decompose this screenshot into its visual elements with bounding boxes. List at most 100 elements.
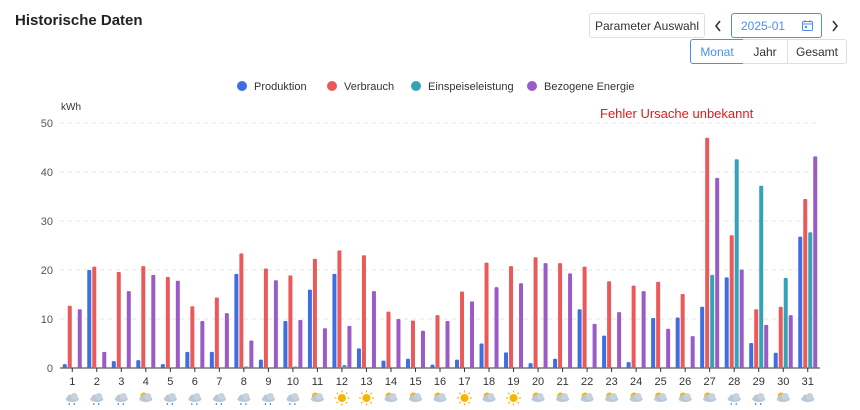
x-tick-label: 15 [409, 376, 421, 388]
x-tick-label: 22 [581, 376, 593, 388]
legend-label: Einspeiseleistung [428, 81, 514, 93]
sun-cloud-icon [531, 392, 545, 402]
bar-bezogene-energie [126, 291, 131, 368]
cloud-rain-icon [114, 393, 128, 405]
bar-verbrauch [214, 297, 219, 368]
bar-bezogene-energie [690, 336, 695, 368]
bar-produktion [430, 364, 435, 368]
chevron-right-icon[interactable] [827, 13, 843, 38]
sun-cloud-icon [310, 392, 324, 402]
bar-verbrauch [435, 315, 440, 368]
sun-cloud-icon [678, 392, 692, 402]
bar-bezogene-energie [617, 312, 622, 368]
bar-bezogene-energie [298, 319, 303, 368]
month-date-picker[interactable]: 2025-01 [731, 13, 822, 38]
bar-bezogene-energie [77, 309, 82, 368]
bar-verbrauch [754, 309, 759, 368]
bar-bezogene-energie [347, 325, 352, 368]
cloud-rain-icon [237, 393, 251, 405]
sun-cloud-icon [654, 392, 668, 402]
x-tick-label: 18 [483, 376, 495, 388]
bar-verbrauch [803, 198, 808, 368]
bar-bezogene-energie [396, 319, 401, 368]
bar-produktion [405, 358, 410, 368]
x-tick-label: 5 [167, 376, 173, 388]
x-tick-label: 25 [655, 376, 667, 388]
date-value: 2025-01 [741, 19, 786, 33]
bar-verbrauch [92, 266, 97, 368]
bar-verbrauch [509, 266, 514, 368]
bar-einspeiseleistung [734, 159, 739, 368]
bar-verbrauch [67, 305, 72, 368]
bar-verbrauch [141, 266, 146, 368]
bar-bezogene-energie [739, 269, 744, 368]
bar-verbrauch [533, 257, 538, 368]
parameter-select-button[interactable]: Parameter Auswahl [589, 13, 705, 38]
y-tick-label: 0 [47, 363, 53, 375]
bar-bezogene-energie [788, 315, 793, 368]
bar-verbrauch [190, 306, 195, 368]
tab-jahr[interactable]: Jahr [743, 39, 788, 64]
x-tick-label: 20 [532, 376, 544, 388]
bar-verbrauch [288, 275, 293, 368]
bar-produktion [577, 309, 582, 368]
x-tick-label: 17 [458, 376, 470, 388]
chevron-left-icon[interactable] [710, 13, 726, 38]
bar-bezogene-energie [175, 280, 180, 368]
sun-icon [457, 390, 473, 406]
bar-verbrauch [239, 253, 244, 368]
x-tick-label: 16 [434, 376, 446, 388]
cloud-rain-icon [65, 393, 79, 405]
bar-verbrauch [116, 271, 121, 368]
bar-verbrauch [778, 306, 783, 368]
tab-gesamt[interactable]: Gesamt [787, 39, 847, 64]
x-tick-label: 27 [704, 376, 716, 388]
cloud-icon [801, 393, 815, 402]
bar-bezogene-energie [224, 313, 229, 368]
bar-bezogene-energie [494, 287, 499, 368]
bar-produktion [553, 358, 558, 368]
x-tick-label: 13 [360, 376, 372, 388]
sun-cloud-icon [629, 392, 643, 402]
cloud-rain-icon [212, 393, 226, 405]
x-tick-label: 9 [265, 376, 271, 388]
legend-marker [327, 81, 337, 91]
tab-monat[interactable]: Monat [690, 39, 744, 64]
legend-marker [237, 81, 247, 91]
legend-label: Verbrauch [344, 81, 394, 93]
bar-bezogene-energie [764, 324, 769, 368]
bar-bezogene-energie [715, 177, 720, 368]
sun-icon [358, 390, 374, 406]
x-tick-label: 2 [94, 376, 100, 388]
bar-verbrauch [582, 266, 587, 368]
sun-cloud-icon [408, 392, 422, 402]
x-tick-label: 28 [728, 376, 740, 388]
x-tick-label: 7 [216, 376, 222, 388]
x-tick-label: 26 [679, 376, 691, 388]
legend-marker [527, 81, 537, 91]
error-annotation: Fehler Ursache unbekannt [600, 106, 754, 121]
bar-verbrauch [263, 268, 268, 368]
bar-bezogene-energie [200, 320, 205, 368]
bar-einspeiseleistung [293, 366, 298, 368]
page-title: Historische Daten [15, 12, 143, 29]
bar-verbrauch [312, 258, 317, 368]
bar-produktion [528, 363, 533, 368]
bar-bezogene-energie [249, 340, 254, 368]
bar-verbrauch [460, 291, 465, 368]
bar-einspeiseleistung [244, 366, 249, 368]
sun-cloud-icon [482, 392, 496, 402]
bar-produktion [234, 273, 239, 368]
bar-produktion [773, 352, 778, 368]
bar-bezogene-energie [322, 328, 327, 368]
bar-produktion [700, 306, 705, 368]
cloud-rain-icon [188, 393, 202, 405]
bar-produktion [504, 352, 509, 368]
y-tick-label: 20 [41, 265, 53, 277]
bar-produktion [479, 343, 484, 368]
x-tick-label: 14 [385, 376, 397, 388]
x-tick-label: 29 [753, 376, 765, 388]
bar-produktion [258, 359, 263, 368]
bar-verbrauch [165, 276, 170, 368]
bar-verbrauch [361, 255, 366, 368]
